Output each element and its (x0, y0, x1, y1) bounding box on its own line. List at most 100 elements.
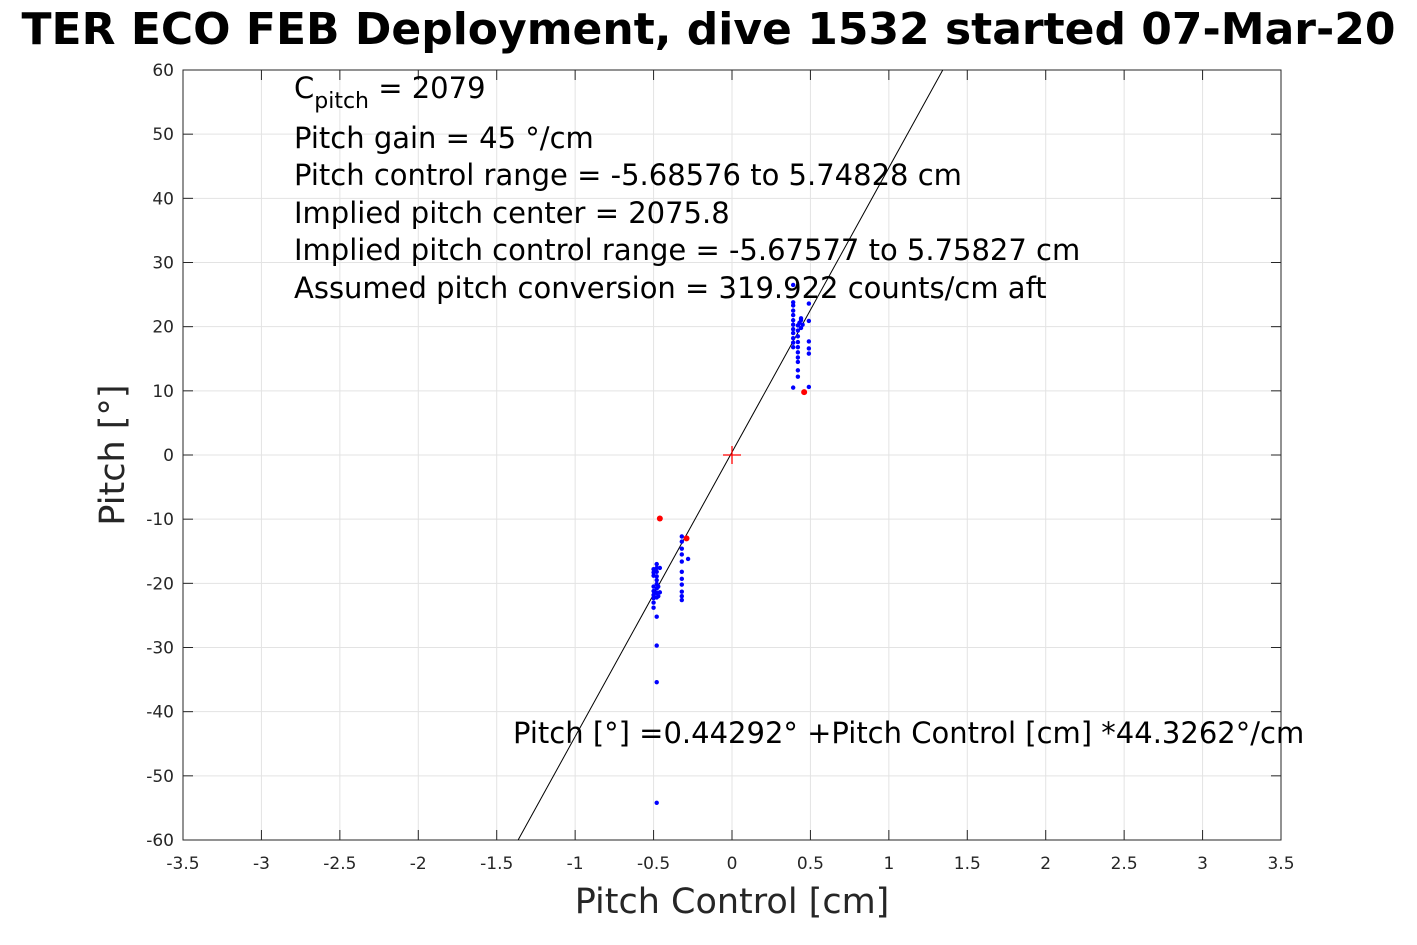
valid-data-point (656, 584, 661, 589)
y-tick-label: -60 (146, 831, 174, 851)
x-tick-label: 3 (1197, 854, 1208, 874)
cpitch-annotation: Cpitch = 2079 (294, 71, 486, 114)
y-tick-label: -20 (146, 574, 174, 594)
valid-data-point (800, 322, 805, 327)
x-tick-label: 2 (1040, 854, 1051, 874)
flagged-data-point (656, 515, 663, 522)
x-tick-label: -3.5 (166, 854, 199, 874)
valid-data-point (657, 590, 663, 595)
gain-annotation: Pitch gain = 45 °/cm (294, 121, 594, 155)
valid-data-point (654, 614, 659, 619)
valid-data-point (790, 318, 796, 323)
flagged-data-point (683, 535, 690, 542)
x-tick-label: -3 (253, 854, 270, 874)
y-tick-label: 50 (152, 125, 174, 145)
valid-data-point (656, 593, 661, 599)
valid-data-point (795, 339, 801, 345)
valid-data-point (654, 569, 659, 574)
y-tick-label: 60 (152, 61, 174, 81)
x-tick-label: 1 (883, 854, 894, 874)
valid-data-point (679, 576, 685, 582)
valid-data-point (654, 643, 659, 648)
valid-data-point (651, 600, 656, 605)
y-tick-label: 0 (163, 446, 174, 466)
conversion-annotation: Assumed pitch conversion = 319.922 count… (294, 271, 1047, 305)
valid-data-point (806, 351, 812, 356)
valid-data-point (790, 340, 796, 345)
valid-data-point (790, 303, 796, 308)
valid-data-point (795, 334, 801, 339)
valid-data-point (795, 368, 801, 373)
x-tick-label: 0.5 (797, 854, 824, 874)
x-tick-label: -1.5 (480, 854, 513, 874)
valid-data-point (679, 534, 685, 539)
y-tick-label: 40 (152, 189, 174, 209)
valid-data-point (790, 345, 796, 350)
valid-data-point (679, 569, 685, 574)
y-tick-label: -30 (146, 639, 174, 659)
valid-data-point (654, 565, 659, 571)
valid-data-point (790, 282, 796, 288)
valid-data-point (679, 539, 685, 544)
center-plus-marker (723, 446, 741, 464)
y-axis-label: Pitch [°] (93, 384, 133, 525)
valid-data-point (790, 336, 796, 341)
valid-data-point (679, 597, 685, 603)
y-tick-label: 10 (152, 382, 174, 402)
valid-data-point (790, 330, 796, 336)
valid-data-point (806, 339, 812, 344)
valid-data-point (679, 582, 685, 587)
valid-data-point (795, 345, 801, 350)
valid-data-point (685, 556, 691, 562)
valid-data-point (806, 301, 812, 306)
x-tick-label: -2 (410, 854, 427, 874)
x-tick-label: -1 (567, 854, 584, 874)
x-tick-label: -0.5 (637, 854, 670, 874)
valid-data-point (795, 355, 801, 360)
x-axis-label: Pitch Control [cm] (575, 882, 890, 922)
ticks: -3.5 -3 -2.5 -2 -1.5 -1 -0.5 0 0.5 1 1.5 2 2.5 3 3.5 60… (146, 61, 1294, 874)
chart-title: TER ECO FEB Deployment, dive 1532 starte… (21, 4, 1396, 55)
valid-data-point (651, 605, 656, 610)
valid-data-point (790, 312, 796, 318)
y-tick-label: -10 (146, 510, 174, 530)
x-tick-label: 3.5 (1267, 854, 1294, 874)
valid-data-point (679, 593, 685, 599)
valid-data-point (654, 577, 659, 583)
valid-data-point (654, 800, 659, 805)
flagged-data-point (801, 389, 808, 396)
range-annotation: Pitch control range = -5.68576 to 5.7482… (294, 158, 962, 192)
valid-data-point (790, 300, 796, 305)
valid-data-point (806, 346, 812, 351)
valid-data-point (795, 350, 801, 355)
marks (517, 69, 944, 841)
valid-data-point (657, 565, 663, 571)
y-tick-label: -50 (146, 767, 174, 787)
y-tick-label: -40 (146, 703, 174, 723)
valid-data-point (790, 327, 796, 332)
valid-data-point (806, 318, 812, 324)
x-tick-label: 2.5 (1111, 854, 1138, 874)
valid-data-point (679, 552, 685, 557)
y-tick-label: 30 (152, 254, 174, 274)
valid-data-point (654, 574, 659, 579)
valid-data-point (790, 308, 796, 313)
valid-data-point (798, 316, 804, 321)
valid-data-point (795, 359, 801, 365)
valid-data-point (654, 679, 659, 685)
valid-data-point (654, 561, 659, 567)
x-tick-label: 1.5 (954, 854, 981, 874)
x-tick-label: -2.5 (323, 854, 356, 874)
valid-data-point (790, 385, 796, 390)
valid-data-point (679, 546, 685, 551)
valid-data-point (795, 374, 801, 379)
center-annotation: Implied pitch center = 2075.8 (294, 196, 730, 230)
valid-data-point (679, 559, 685, 564)
y-tick-label: 20 (152, 318, 174, 338)
valid-data-point (795, 328, 801, 333)
implied-range-annotation: Implied pitch control range = -5.67577 t… (294, 233, 1080, 267)
fit-annotation: Pitch [°] =0.44292° +Pitch Control [cm] … (513, 716, 1304, 750)
x-tick-label: 0 (727, 854, 738, 874)
valid-data-point (679, 589, 685, 594)
